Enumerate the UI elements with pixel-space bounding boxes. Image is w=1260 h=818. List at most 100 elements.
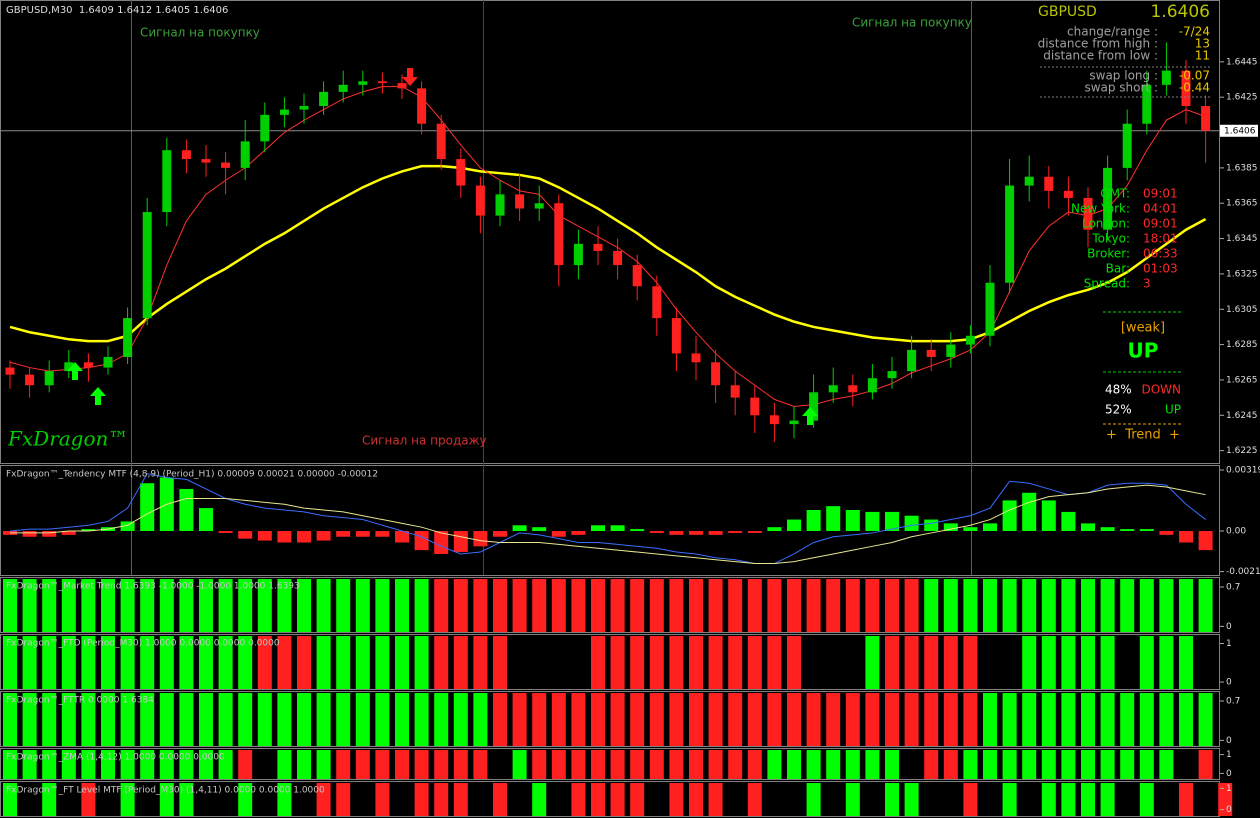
state-bar [1198, 579, 1213, 632]
state-bar [1081, 750, 1095, 779]
candle-body [162, 150, 172, 213]
candle-body [5, 367, 15, 375]
state-bar [297, 579, 311, 632]
state-bar [316, 693, 331, 746]
buy-arrow [67, 362, 83, 380]
stat-value: -7/24 [1179, 25, 1210, 39]
time-label: Spread: [1084, 277, 1130, 291]
time-value: 18:01 [1143, 232, 1178, 246]
state-bar [336, 693, 351, 746]
y-tick-label: 0 [1226, 805, 1232, 815]
y-tick-label: 0 [1226, 736, 1232, 746]
state-bar [924, 636, 939, 689]
state-bar [3, 693, 17, 746]
histogram-bar [414, 531, 429, 551]
state-bar [453, 750, 468, 779]
state-bar [395, 579, 409, 632]
state-bar [1139, 636, 1154, 689]
state-bar [473, 693, 488, 746]
state-bar [983, 750, 997, 779]
state-bar [610, 636, 625, 689]
state-bar [591, 783, 605, 816]
stat-value: 13 [1195, 37, 1210, 51]
state-bar [826, 750, 841, 779]
state-bar [689, 636, 703, 689]
y-tick-label: 0.7 [1226, 583, 1240, 593]
state-bar [630, 636, 645, 689]
histogram-bar [493, 531, 507, 537]
candle-body [123, 318, 133, 357]
state-bar [140, 579, 155, 632]
state-bar [1061, 579, 1076, 632]
state-bar [1022, 579, 1037, 632]
state-bar [571, 579, 586, 632]
state-bar [1041, 693, 1056, 746]
state-bar [355, 693, 370, 746]
up-label: UP [1165, 403, 1181, 417]
state-bar [963, 750, 978, 779]
state-bar [238, 750, 253, 779]
candle-body [887, 371, 897, 379]
state-bar [1041, 579, 1056, 632]
state-bar [591, 579, 605, 632]
candle-body [691, 353, 701, 363]
state-bar [669, 579, 684, 632]
state-bar [787, 579, 801, 632]
candle-body [1005, 185, 1015, 283]
candle-body [397, 83, 407, 89]
y-tick-label: 1.6285 [1226, 340, 1258, 350]
state-bar [885, 579, 899, 632]
histogram-bar [1041, 500, 1056, 532]
histogram-bar [924, 519, 939, 532]
state-bar [649, 636, 664, 689]
state-bar [101, 579, 115, 632]
down-label: DOWN [1141, 383, 1181, 397]
histogram-bar [708, 531, 723, 535]
state-bar [1002, 579, 1017, 632]
state-bar [238, 636, 253, 689]
state-bar [218, 579, 233, 632]
histogram-bar [316, 531, 331, 541]
state-bar [336, 579, 351, 632]
state-bar [943, 750, 958, 779]
price-box [1220, 124, 1258, 137]
histogram-bar [238, 531, 253, 539]
state-bar [453, 783, 468, 816]
state-bar [434, 693, 449, 746]
state-bar [316, 636, 331, 689]
state-bar [81, 636, 96, 689]
state-bar [414, 636, 429, 689]
state-bar [1081, 693, 1095, 746]
state-bar [336, 783, 351, 816]
state-bar [885, 693, 899, 746]
state-bar [865, 750, 880, 779]
state-bar [297, 693, 311, 746]
state-bar [963, 579, 978, 632]
histogram-bar [395, 531, 409, 543]
state-bar [747, 783, 762, 816]
state-bar [414, 750, 429, 779]
candle-body [554, 203, 564, 266]
state-bar [669, 783, 684, 816]
state-bar [218, 693, 233, 746]
state-bar [532, 693, 547, 746]
candle-body [1161, 70, 1171, 85]
y-tick-label: 1.6445 [1226, 57, 1258, 67]
state-bar [1218, 783, 1233, 816]
state-bar [1022, 636, 1037, 689]
state-bar [747, 636, 762, 689]
time-value: 09:01 [1143, 187, 1178, 201]
state-bar [806, 693, 821, 746]
candle-body [613, 250, 623, 266]
state-bar [1198, 750, 1213, 779]
candle-body [573, 243, 583, 266]
histogram-bar [120, 521, 135, 532]
buy-arrow [802, 407, 818, 425]
candle-body [142, 212, 152, 319]
state-bar [81, 783, 96, 816]
state-bar [708, 636, 723, 689]
state-bar [904, 783, 919, 816]
state-bar [669, 636, 684, 689]
state-bar [22, 579, 37, 632]
state-bar [787, 636, 801, 689]
